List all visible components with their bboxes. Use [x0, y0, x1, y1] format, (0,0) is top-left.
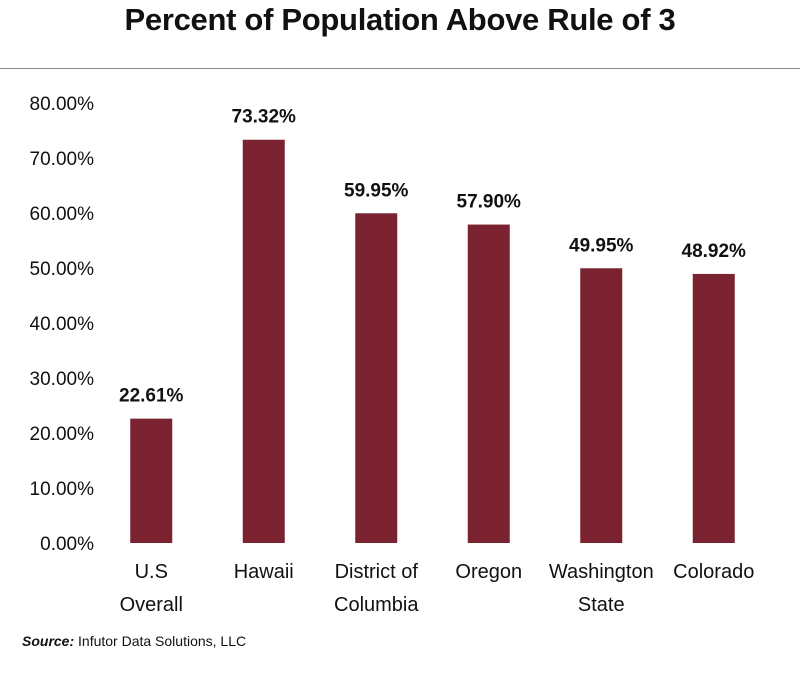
x-category-label: Hawaii: [234, 561, 294, 583]
y-axis-ticks: 0.00% 10.00% 20.00% 30.00% 40.00% 50.00% 60.00…: [30, 94, 95, 555]
bar-chart: 0.00% 10.00% 20.00% 30.00% 40.00% 50.00% 60.00…: [30, 94, 755, 616]
data-label: 59.95%: [344, 180, 409, 201]
source-note: Source: Infutor Data Solutions, LLC: [22, 633, 246, 649]
bar: [467, 224, 510, 544]
x-category-label: Oregon: [455, 561, 522, 583]
chart-title: Percent of Population Above Rule of 3: [124, 2, 676, 37]
bar: [130, 418, 173, 543]
bar: [242, 139, 285, 544]
data-label: 22.61%: [119, 386, 184, 407]
x-axis-categories: U.S Overall Hawaii District of Columbia Orego…: [120, 561, 755, 616]
x-category-label: Overall: [120, 594, 183, 616]
x-category-label: Columbia: [334, 594, 419, 616]
y-tick-label: 10.00%: [30, 479, 95, 500]
y-tick-label: 80.00%: [30, 94, 95, 115]
x-category-label: Washington: [549, 561, 654, 583]
bars: [130, 139, 735, 544]
title-divider: [0, 68, 800, 69]
data-labels: 22.61% 73.32% 59.95% 57.90% 49.95% 48.92%: [119, 107, 746, 407]
bar: [580, 268, 623, 543]
bar: [692, 273, 735, 543]
y-tick-label: 70.00%: [30, 149, 95, 170]
y-tick-label: 20.00%: [30, 424, 95, 445]
x-category-label: Colorado: [673, 561, 754, 583]
data-label: 73.32%: [232, 107, 297, 128]
x-category-label: District of: [335, 561, 419, 583]
y-tick-label: 50.00%: [30, 259, 95, 280]
x-category-label: U.S: [135, 561, 168, 583]
y-tick-label: 0.00%: [40, 534, 94, 555]
source-label: Source:: [22, 633, 75, 649]
bar: [355, 213, 398, 543]
data-label: 48.92%: [682, 241, 747, 262]
source-text: Infutor Data Solutions, LLC: [78, 633, 247, 649]
y-tick-label: 60.00%: [30, 204, 95, 225]
y-tick-label: 30.00%: [30, 369, 95, 390]
data-label: 49.95%: [569, 235, 634, 256]
data-label: 57.90%: [457, 192, 522, 213]
y-tick-label: 40.00%: [30, 314, 95, 335]
x-category-label: State: [578, 594, 625, 616]
